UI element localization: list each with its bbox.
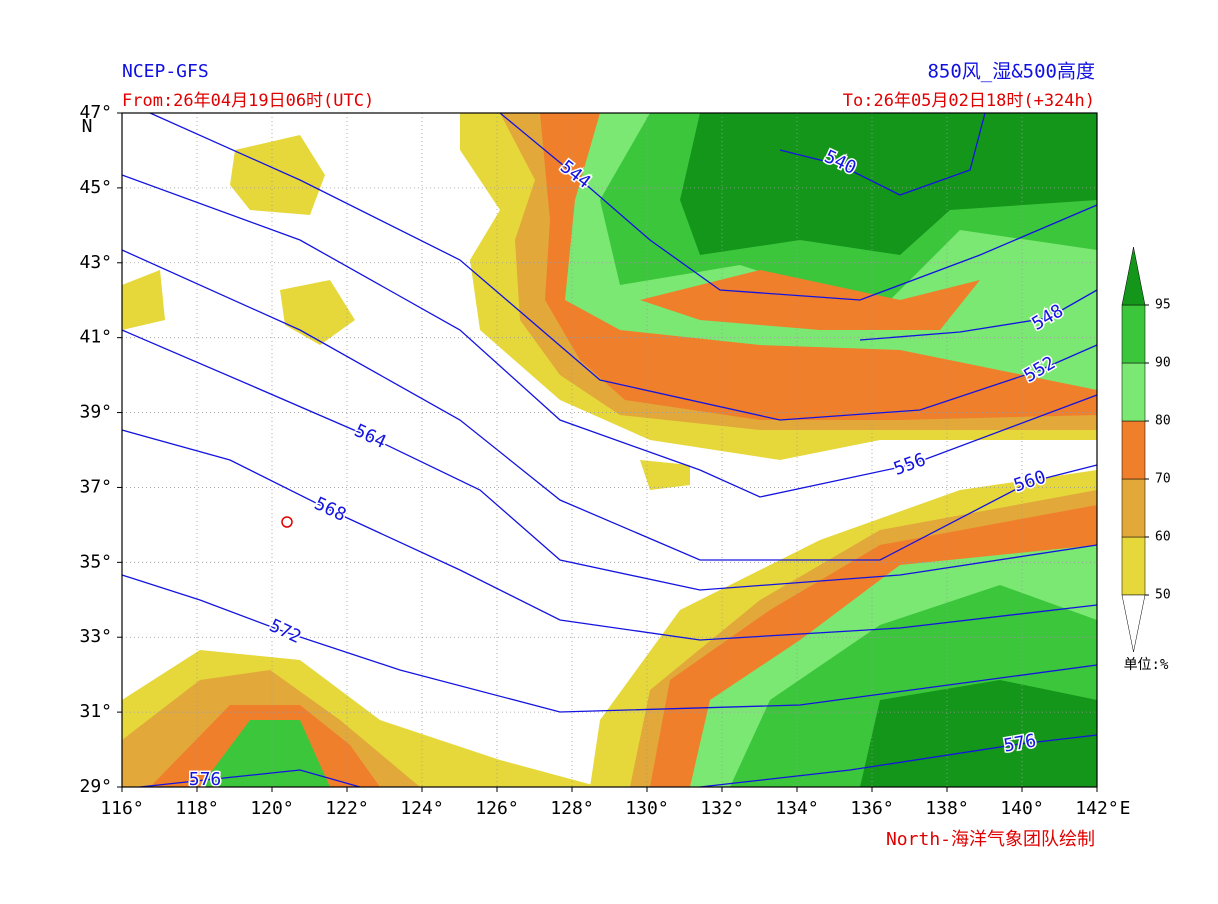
- height-contour: [121, 574, 1098, 713]
- x-tick-label: 122°: [325, 798, 368, 819]
- colorbar-label: 80: [1155, 414, 1171, 429]
- x-unit: E: [1120, 798, 1131, 819]
- humidity-area: [680, 113, 1097, 255]
- height-contour: [699, 734, 1098, 788]
- humidity-area: [860, 680, 1097, 787]
- height-contour: [779, 112, 986, 196]
- y-tick-label: 31°: [79, 701, 112, 722]
- humidity-area: [640, 460, 690, 490]
- y-tick-label: 43°: [79, 252, 112, 273]
- y-tick-label: 37°: [79, 476, 112, 497]
- x-tick-label: 136°: [850, 798, 893, 819]
- x-tick-label: 128°: [550, 798, 593, 819]
- model-title: NCEP-GFS: [122, 61, 209, 82]
- y-tick-label: 39°: [79, 402, 112, 423]
- colorbar-segment: [1121, 362, 1146, 422]
- x-tick-label: 118°: [175, 798, 218, 819]
- y-unit: N: [82, 116, 93, 137]
- init-time: From:26年04月19日06时(UTC): [122, 91, 374, 111]
- site-marker: [281, 516, 293, 528]
- map-frame: [121, 112, 1098, 788]
- y-tick-label: 35°: [79, 551, 112, 572]
- height-contour: [121, 174, 1098, 498]
- height-contour: [149, 112, 1098, 421]
- humidity-area: [280, 280, 355, 345]
- colorbar-extend-max: [1121, 246, 1146, 306]
- colorbar-segment: [1121, 304, 1146, 364]
- contour-label: 564: [351, 420, 389, 453]
- y-tick-label: 33°: [79, 626, 112, 647]
- height-contour: [121, 249, 1098, 561]
- height-contour: [121, 329, 1098, 591]
- x-tick-label: 116°: [100, 798, 143, 819]
- x-tick-label: 140°: [1000, 798, 1043, 819]
- colorbar-segment: [1121, 536, 1146, 596]
- y-tick-label: 47°: [79, 102, 112, 123]
- humidity-area: [640, 270, 980, 330]
- colorbar-extend-min: [1121, 594, 1146, 653]
- height-contour: [121, 429, 1098, 641]
- colorbar-segment: [1121, 478, 1146, 538]
- x-tick-label: 134°: [775, 798, 818, 819]
- colorbar-label: 90: [1155, 356, 1171, 371]
- x-tick-label: 120°: [250, 798, 293, 819]
- contour-label: 572: [266, 615, 304, 648]
- humidity-area: [122, 270, 165, 330]
- x-tick-label: 138°: [925, 798, 968, 819]
- x-tick-label: 132°: [700, 798, 743, 819]
- y-tick-label: 45°: [79, 177, 112, 198]
- height-contour: [499, 112, 1098, 301]
- colorbar-segment: [1121, 420, 1146, 480]
- contour-label: 568: [311, 493, 349, 526]
- valid-time: To:26年05月02日18时(+324h): [843, 91, 1095, 111]
- height-contour: [859, 289, 1098, 341]
- colorbar-label: 50: [1155, 588, 1171, 603]
- colorbar-label: 70: [1155, 472, 1171, 487]
- colorbar-label: 60: [1155, 530, 1171, 545]
- x-tick-label: 130°: [625, 798, 668, 819]
- x-tick-label: 126°: [475, 798, 518, 819]
- credit: North-海洋气象团队绘制: [886, 829, 1095, 850]
- humidity-area: [230, 135, 325, 215]
- colorbar-label: 95: [1155, 298, 1171, 313]
- height-contour: [139, 769, 361, 788]
- colorbar-unit: 单位:%: [1124, 657, 1169, 673]
- product-title: 850风_湿&500高度: [927, 61, 1095, 83]
- y-tick-label: 29°: [79, 776, 112, 797]
- x-tick-label: 142°: [1075, 798, 1118, 819]
- y-tick-label: 41°: [79, 327, 112, 348]
- x-tick-label: 124°: [400, 798, 443, 819]
- contour-label: 556: [891, 449, 929, 480]
